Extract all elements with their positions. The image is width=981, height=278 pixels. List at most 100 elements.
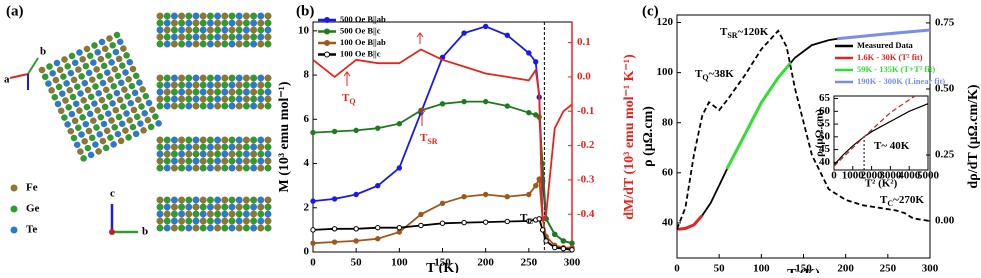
x-axis-label: T (K) (426, 261, 459, 273)
y-tick-label: 45 (819, 143, 831, 155)
atom (206, 95, 214, 103)
atom (257, 88, 265, 96)
atom (69, 93, 77, 101)
atom (185, 136, 193, 144)
series-marker (418, 222, 424, 229)
atom (235, 210, 243, 218)
atom (125, 76, 132, 83)
atom (156, 143, 164, 151)
annotation-arrow (418, 107, 426, 126)
atom (192, 217, 200, 225)
atom (192, 157, 200, 165)
atom (214, 95, 222, 103)
atom (163, 88, 171, 96)
atom (242, 203, 250, 211)
atom (228, 26, 236, 34)
atom (221, 81, 229, 89)
atom (221, 196, 229, 204)
series-marker (526, 218, 532, 224)
atom (242, 150, 250, 158)
atom (264, 88, 272, 96)
atom (185, 203, 193, 211)
atom (242, 136, 250, 144)
series-marker (482, 23, 489, 30)
atom (156, 95, 164, 103)
series-marker (396, 229, 403, 235)
annotation-text: T (695, 68, 703, 80)
atom (185, 40, 193, 48)
annotation-text: T (342, 92, 350, 104)
atom (76, 107, 83, 114)
atom (178, 210, 186, 218)
atom (235, 81, 243, 89)
atom (120, 45, 127, 52)
atom (100, 62, 108, 70)
series-marker (461, 219, 467, 226)
atom (110, 141, 117, 148)
y-tick-label: 55 (819, 118, 831, 130)
atom (185, 74, 193, 82)
x-tick-label: 0 (831, 170, 837, 182)
atom (242, 95, 250, 103)
atom (214, 217, 222, 225)
atom (199, 102, 207, 110)
atom (250, 196, 258, 204)
atom (82, 62, 90, 70)
series-marker (396, 165, 403, 171)
atom (148, 106, 156, 114)
series-marker (504, 103, 510, 109)
atom (128, 82, 136, 90)
atom (264, 95, 272, 103)
annotation-text: T (880, 194, 888, 206)
atom (109, 42, 116, 49)
annotation-text: T (520, 212, 528, 224)
atom (132, 130, 140, 138)
atom (192, 40, 200, 48)
annotation: TC (520, 212, 533, 227)
series-marker (569, 240, 575, 246)
atom (65, 104, 72, 111)
atom (242, 33, 250, 41)
atom (214, 164, 222, 172)
series-marker (375, 236, 381, 242)
atom (79, 114, 86, 121)
atom (257, 210, 265, 218)
atom (228, 102, 236, 110)
atom (192, 26, 200, 34)
atom (206, 157, 214, 165)
atom (156, 203, 164, 211)
atom (170, 102, 178, 110)
atom (235, 74, 243, 82)
atom (264, 33, 272, 41)
atom (144, 116, 152, 124)
atom (185, 12, 193, 20)
legend-label: 190K - 300K (Linear fit) (857, 76, 945, 86)
atom (206, 19, 214, 27)
atom (264, 150, 272, 158)
atom (156, 88, 164, 96)
atom (116, 38, 124, 46)
y-axis-label: M (10³ emu mol⁻¹) (277, 81, 292, 192)
atom (264, 217, 272, 225)
atom (185, 102, 193, 110)
annotation: TSR~120K (720, 26, 769, 41)
series-line (833, 95, 916, 167)
atom (214, 40, 222, 48)
atom (112, 48, 120, 56)
atom (221, 74, 229, 82)
axis-letter: b (142, 226, 148, 238)
legend-marker (324, 17, 330, 23)
atom (97, 55, 105, 63)
y-tick-label: 40 (819, 156, 831, 168)
y-tick-label: 8 (304, 69, 310, 81)
series-line (678, 214, 704, 231)
x-tick-label: 300 (564, 257, 581, 269)
atom (110, 83, 117, 90)
legend-label: 59K - 135K (T+T² fit) (857, 64, 935, 74)
panel-label: (b) (296, 3, 314, 19)
y2-tick-label: -0.1 (577, 105, 594, 117)
annotation-sub: Q (702, 73, 708, 82)
atom (221, 88, 229, 96)
atom (123, 52, 130, 59)
atom (178, 40, 186, 48)
